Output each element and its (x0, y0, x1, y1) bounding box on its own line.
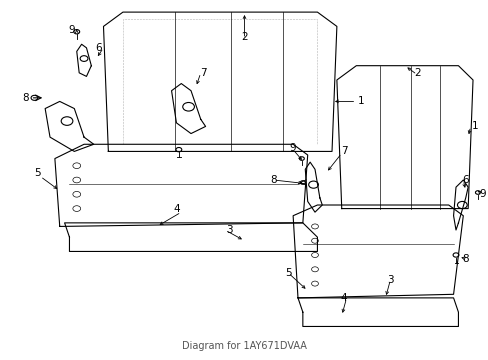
Text: Diagram for 1AY671DVAA: Diagram for 1AY671DVAA (182, 342, 306, 351)
Text: 4: 4 (340, 293, 347, 303)
Text: 7: 7 (340, 147, 347, 157)
Text: 6: 6 (462, 175, 468, 185)
Text: 5: 5 (285, 268, 291, 278)
Text: 2: 2 (241, 32, 247, 42)
Text: 9: 9 (289, 143, 296, 153)
Text: 8: 8 (22, 93, 29, 103)
Text: 6: 6 (95, 43, 102, 53)
Text: 3: 3 (226, 225, 233, 235)
Text: 1: 1 (357, 96, 364, 107)
Text: 4: 4 (173, 203, 180, 213)
Text: 8: 8 (462, 253, 468, 264)
Text: 2: 2 (413, 68, 420, 78)
Text: 9: 9 (68, 25, 75, 35)
Text: 9: 9 (478, 189, 485, 199)
Text: 5: 5 (35, 168, 41, 178)
Text: 7: 7 (200, 68, 206, 78)
Text: 3: 3 (386, 275, 393, 285)
Text: 8: 8 (270, 175, 276, 185)
Text: 1: 1 (471, 121, 478, 131)
